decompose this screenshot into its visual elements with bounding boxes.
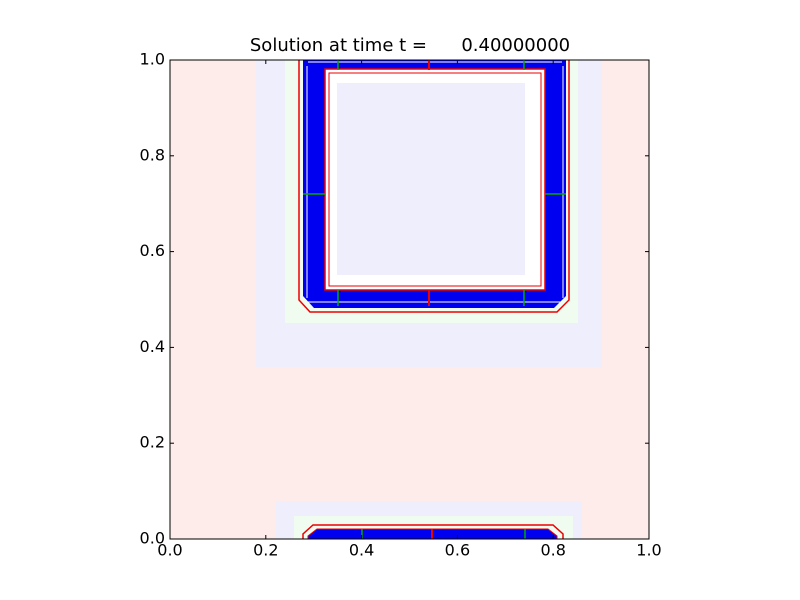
x-tick-label: 0.6 [445, 541, 470, 560]
y-tick-label: 1.0 [140, 50, 165, 69]
y-tick-label: 0.6 [140, 241, 165, 260]
y-tick-label: 0.8 [140, 145, 165, 164]
x-tick-label: 1.0 [636, 541, 661, 560]
x-tick-label: 0.8 [540, 541, 565, 560]
y-tick-label: 0.4 [140, 337, 165, 356]
chart-title: Solution at time t = 0.40000000 [250, 35, 570, 56]
y-tick-label: 0.0 [140, 529, 165, 548]
y-tick-label: 0.2 [140, 433, 165, 452]
x-tick-label: 0.4 [349, 541, 374, 560]
solution-field [170, 60, 649, 539]
x-tick-label: 0.2 [253, 541, 278, 560]
axes-frame [169, 59, 650, 540]
x-tick-label: 0.0 [157, 541, 182, 560]
